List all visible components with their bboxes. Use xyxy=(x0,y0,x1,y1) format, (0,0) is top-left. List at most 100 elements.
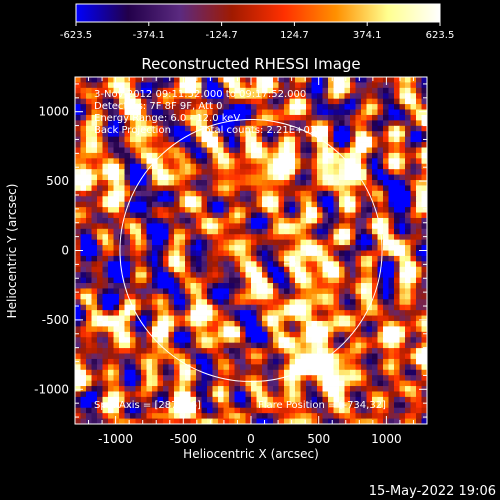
heatmap-cell xyxy=(240,131,246,138)
heatmap-cell xyxy=(416,288,422,295)
heatmap-cell xyxy=(322,266,329,273)
heatmap-cell xyxy=(295,266,301,273)
heatmap-cell xyxy=(405,348,411,354)
heatmap-cell xyxy=(146,163,153,170)
heatmap-cell xyxy=(179,82,186,89)
heatmap-cell xyxy=(163,87,169,94)
heatmap-cell xyxy=(185,386,191,392)
heatmap-cell xyxy=(306,163,312,170)
heatmap-cell xyxy=(284,147,290,154)
heatmap-cell xyxy=(361,418,367,424)
heatmap-cell xyxy=(262,288,268,295)
heatmap-cell xyxy=(399,163,406,170)
heatmap-cell xyxy=(399,266,406,273)
heatmap-cell xyxy=(306,391,312,398)
heatmap-cell xyxy=(273,93,279,100)
heatmap-cell xyxy=(388,245,395,251)
heatmap-cell xyxy=(267,315,274,322)
heatmap-cell xyxy=(372,342,378,349)
heatmap-cell xyxy=(366,277,373,284)
heatmap-cell xyxy=(119,283,125,289)
info-total-counts: Total counts: 2.21E+03 xyxy=(199,125,316,136)
heatmap-cell xyxy=(372,125,378,132)
heatmap-cell xyxy=(97,299,103,306)
heatmap-cell xyxy=(350,293,356,300)
heatmap-cell xyxy=(196,98,202,105)
heatmap-cell xyxy=(284,413,290,419)
heatmap-cell xyxy=(218,418,224,424)
heatmap-cell xyxy=(256,196,263,203)
heatmap-cell xyxy=(372,277,378,284)
heatmap-cell xyxy=(163,131,169,138)
heatmap-cell xyxy=(141,212,147,219)
heatmap-cell xyxy=(207,245,213,251)
heatmap-cell xyxy=(410,163,417,170)
heatmap-cell xyxy=(251,380,257,387)
heatmap-cell xyxy=(212,369,219,376)
heatmap-cell xyxy=(311,402,318,409)
heatmap-cell xyxy=(75,228,81,235)
heatmap-cell xyxy=(135,255,142,262)
heatmap-cell xyxy=(328,407,334,414)
heatmap-cell xyxy=(372,283,378,289)
heatmap-cell xyxy=(278,125,285,132)
heatmap-cell xyxy=(207,158,213,165)
heatmap-cell xyxy=(267,391,274,398)
heatmap-cell xyxy=(361,142,367,148)
heatmap-cell xyxy=(251,180,257,186)
heatmap-cell xyxy=(388,228,395,235)
heatmap-cell xyxy=(383,342,389,349)
heatmap-cell xyxy=(86,283,92,289)
heatmap-cell xyxy=(278,190,285,197)
heatmap-cell xyxy=(306,337,312,344)
heatmap-cell xyxy=(130,77,136,83)
heatmap-cell xyxy=(350,174,356,181)
heatmap-cell xyxy=(361,255,367,262)
heatmap-cell xyxy=(97,120,103,127)
heatmap-cell xyxy=(410,82,417,89)
heatmap-cell xyxy=(108,212,114,219)
heatmap-cell xyxy=(311,234,318,241)
heatmap-cell xyxy=(328,169,334,175)
heatmap-cell xyxy=(388,413,395,419)
heatmap-cell xyxy=(223,77,230,83)
heatmap-cell xyxy=(75,239,81,246)
heatmap-cell xyxy=(273,174,279,181)
heatmap-cell xyxy=(317,223,323,230)
heatmap-cell xyxy=(344,299,351,306)
heatmap-cell xyxy=(350,93,356,100)
heatmap-cell xyxy=(399,136,406,143)
heatmap-cell xyxy=(339,228,345,235)
heatmap-cell xyxy=(91,98,98,105)
heatmap-cell xyxy=(317,190,323,197)
heatmap-cell xyxy=(295,190,301,197)
heatmap-cell xyxy=(388,315,395,322)
heatmap-cell xyxy=(86,304,92,311)
heatmap-cell xyxy=(141,125,147,132)
heatmap-cell xyxy=(119,212,125,219)
heatmap-cell xyxy=(383,277,389,284)
heatmap-cell xyxy=(190,299,197,306)
heatmap-cell xyxy=(174,174,180,181)
heatmap-cell xyxy=(102,196,109,203)
heatmap-cell xyxy=(240,304,246,311)
heatmap-cell xyxy=(179,109,186,116)
heatmap-cell xyxy=(240,114,246,121)
heatmap-cell xyxy=(234,163,241,170)
heatmap-cell xyxy=(91,369,98,376)
heatmap-cell xyxy=(350,158,356,165)
heatmap-cell xyxy=(223,315,230,322)
heatmap-cell xyxy=(339,250,345,257)
heatmap-cell xyxy=(361,407,367,414)
heatmap-cell xyxy=(366,261,373,268)
heatmap-cell xyxy=(135,272,142,279)
heatmap-cell xyxy=(361,315,367,322)
heatmap-cell xyxy=(278,104,285,110)
heatmap-cell xyxy=(141,120,147,127)
heatmap-cell xyxy=(135,245,142,251)
heatmap-cell xyxy=(196,212,202,219)
heatmap-cell xyxy=(366,250,373,257)
info-time-range: 3-Nov-2012 09:11:52.000 to 09:17:52.000 xyxy=(94,89,306,100)
heatmap-cell xyxy=(399,239,406,246)
heatmap-cell xyxy=(201,152,208,159)
